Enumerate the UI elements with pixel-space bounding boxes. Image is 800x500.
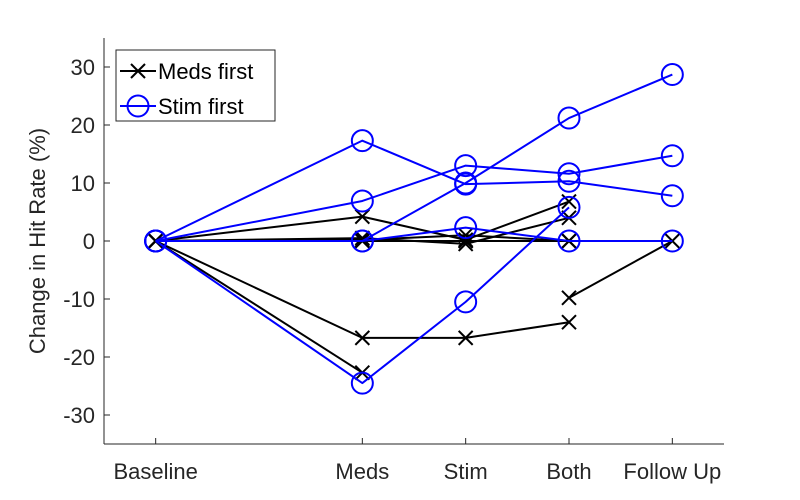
circle-marker-point [350,189,374,213]
y-tick-label: -20 [63,345,95,370]
series-line [155,240,570,339]
y-ticks: -30 -20 -10 0 10 20 30 [63,55,110,428]
series-line [155,240,363,374]
series-layer [144,63,684,395]
x-tick-label: Stim [444,459,488,484]
circle-marker-point [454,216,478,240]
circle-marker-point [454,290,478,314]
circle-marker-point [557,229,581,253]
circle-marker-point [557,169,581,193]
series-stim-first [144,216,684,253]
y-tick-label: 10 [71,171,95,196]
legend-x-marker [130,63,146,79]
x-marker-point [457,330,474,346]
series-stim-first [144,144,684,253]
x-tick-label: Both [546,459,591,484]
legend: Meds first Stim first [115,49,276,122]
circle-marker-point [660,63,684,87]
x-tick-label: Baseline [113,459,197,484]
legend-label: Stim first [158,94,244,119]
series-meds-first [147,233,371,381]
circle-marker-point [454,171,478,195]
series-line [155,154,673,242]
legend-item: Stim first [120,94,244,119]
legend-box [115,49,276,122]
circle-marker-point [350,229,374,253]
circle-marker-point [557,106,581,130]
x-ticks: Baseline Meds Stim Both Follow Up [113,438,721,484]
y-tick-label: -30 [63,403,95,428]
circle-marker-point [660,184,684,208]
series-meds-first [561,233,681,306]
x-tick-label: Meds [335,459,389,484]
legend-label: Meds first [158,59,253,84]
legend-circle-marker [126,94,150,118]
y-tick-label: 30 [71,55,95,80]
y-tick-label: 20 [71,113,95,138]
x-marker-point [457,227,474,243]
series-line [155,139,673,242]
circle-marker-point [557,195,581,219]
series-line [568,240,673,299]
x-marker-point [561,290,577,306]
y-axis-title: Change in Hit Rate (%) [25,128,50,354]
x-tick-label: Follow Up [623,459,721,484]
x-marker-point [354,330,371,346]
x-marker-point [561,314,577,330]
circle-marker-point [144,229,168,253]
circle-marker-point [350,371,374,395]
circle-marker-point [454,154,478,178]
circle-marker-point [557,162,581,186]
x-marker-point [354,208,371,225]
y-tick-label: -10 [63,287,95,312]
y-tick-label: 0 [83,229,95,254]
series-line [155,226,673,242]
legend-item: Meds first [120,59,253,84]
series-line [155,206,570,385]
series-line [155,200,570,242]
circle-marker-point [660,144,684,168]
circle-marker-point [660,229,684,253]
series-stim-first [144,195,581,395]
x-marker-point [354,230,371,246]
circle-marker-point [350,129,374,153]
